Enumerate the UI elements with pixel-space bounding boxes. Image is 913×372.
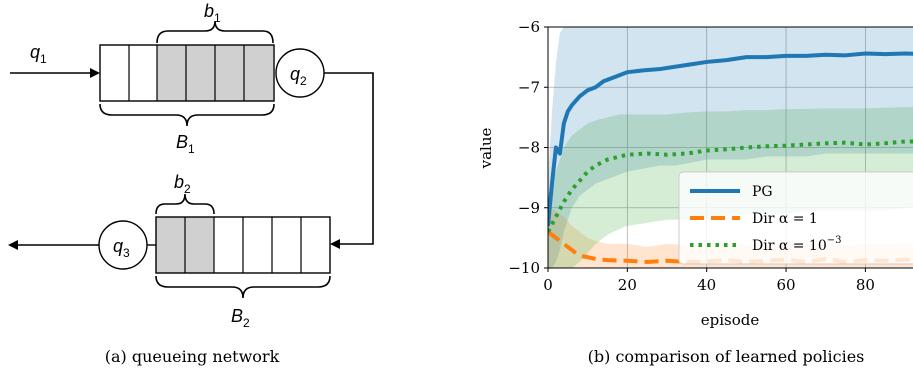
buffer-2 xyxy=(155,216,331,274)
legend-box xyxy=(678,171,913,265)
b1-brace xyxy=(156,20,274,44)
b1-label: b1 xyxy=(204,1,221,25)
legend-label-1: Dir α = 1 xyxy=(752,211,818,227)
buffer-1 xyxy=(99,44,275,102)
y-tick-label-1: −9 xyxy=(518,199,540,217)
x-tick-label-0: 0 xyxy=(543,276,553,294)
x-tick-label-3: 60 xyxy=(776,276,795,294)
x-axis-label: episode xyxy=(701,311,760,329)
y-tick-label-3: −7 xyxy=(518,78,540,96)
q1-arrowhead xyxy=(90,68,100,78)
buffer-1-outline xyxy=(99,44,275,102)
legend-label-0: PG xyxy=(752,184,773,200)
B2-label: B2 xyxy=(231,306,250,330)
b2-brace xyxy=(155,193,215,215)
b2-label: b2 xyxy=(174,172,191,196)
feedback-arrowhead xyxy=(330,239,340,249)
y-tick-label-2: −8 xyxy=(518,139,540,157)
output-arrowhead xyxy=(8,240,18,250)
x-ticks: 0 20 40 60 80 xyxy=(543,268,875,294)
y-tick-label-4: −6 xyxy=(518,18,540,36)
legend-label-2: Dir α = 10−3 xyxy=(752,235,842,254)
B2-brace xyxy=(155,275,331,299)
q2-label: q2 xyxy=(290,64,307,88)
feedback-path xyxy=(324,72,374,245)
y-axis-label: value xyxy=(477,128,495,170)
queueing-network-diagram: q1 b1 B1 q2 xyxy=(8,1,374,366)
q3-label: q3 xyxy=(113,236,130,260)
B1-label: B1 xyxy=(176,132,195,156)
y-ticks: −10 −9 −8 −7 −6 xyxy=(508,18,548,277)
caption-b: (b) comparison of learned policies xyxy=(588,347,865,366)
caption-a: (a) queueing network xyxy=(105,347,280,366)
y-tick-label-0: −10 xyxy=(508,259,540,277)
x-tick-label-1: 20 xyxy=(618,276,637,294)
line-series-0 xyxy=(548,51,913,227)
x-tick-label-4: 80 xyxy=(856,276,875,294)
learned-policies-chart: 0 20 40 60 80 −10 −9 −8 −7 −6 episode value PG Di… xyxy=(477,18,913,366)
B1-brace xyxy=(99,103,275,127)
q1-label: q1 xyxy=(30,42,47,66)
x-tick-label-2: 40 xyxy=(697,276,716,294)
line-series-2 xyxy=(548,139,913,233)
band-series-0 xyxy=(548,27,913,268)
legend: PG Dir α = 1 Dir α = 10−3 xyxy=(678,171,913,265)
